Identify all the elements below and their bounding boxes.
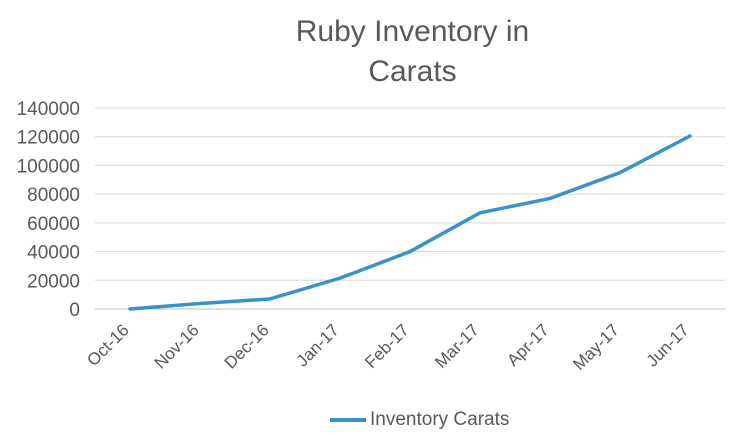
y-tick-label: 40000: [27, 243, 80, 264]
y-tick-label: 140000: [17, 99, 80, 120]
x-tick-label: Jan-17: [293, 320, 343, 370]
chart-title-line-1: Ruby Inventory in: [295, 15, 530, 48]
x-tick-label: Jun-17: [643, 320, 693, 370]
gridlines: [95, 107, 725, 310]
legend-label: Inventory Carats: [370, 409, 510, 430]
x-tick-label: Feb-17: [361, 320, 413, 372]
chart-title: Ruby Inventory in Carats: [0, 12, 750, 92]
chart-title-line-2: Carats: [368, 55, 457, 88]
x-tick-label: May-17: [569, 320, 623, 374]
y-tick-label: 80000: [27, 185, 80, 206]
y-tick-label: 60000: [27, 214, 80, 235]
series-line-inventory-carats: [128, 134, 692, 311]
legend-swatch: [330, 418, 366, 422]
legend: Inventory Carats: [330, 408, 509, 432]
x-tick-label: Dec-16: [221, 320, 273, 372]
y-tick-label: 100000: [17, 156, 80, 177]
y-tick-label: 120000: [17, 128, 80, 149]
series-lines: [128, 134, 692, 311]
y-axis-ticks: 0 20000 40000 60000 80000 100000 120000 140000: [17, 99, 80, 321]
x-tick-label: Oct-16: [83, 320, 133, 370]
y-tick-label: 20000: [27, 271, 80, 292]
x-tick-label: Nov-16: [151, 320, 203, 372]
y-tick-label: 0: [69, 300, 80, 321]
x-axis-ticks: Oct-16 Nov-16 Dec-16 Jan-17 Feb-17 Mar-17 Apr-…: [83, 320, 693, 374]
x-tick-label: Apr-17: [503, 320, 553, 370]
x-tick-label: Mar-17: [431, 320, 483, 372]
